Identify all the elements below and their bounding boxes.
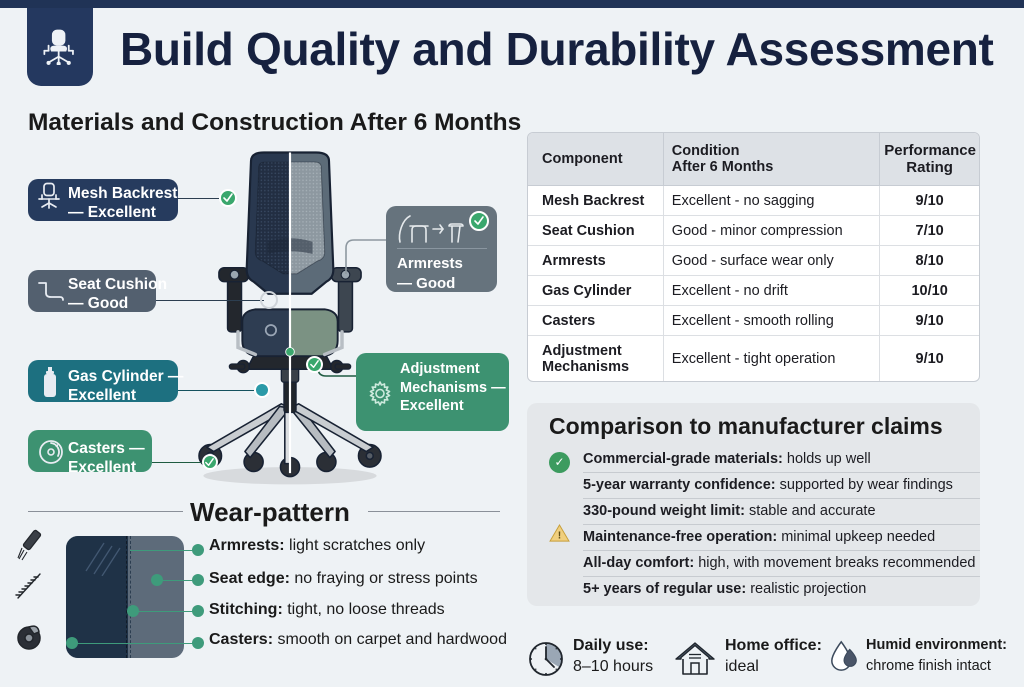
svg-text:!: !	[558, 530, 561, 541]
